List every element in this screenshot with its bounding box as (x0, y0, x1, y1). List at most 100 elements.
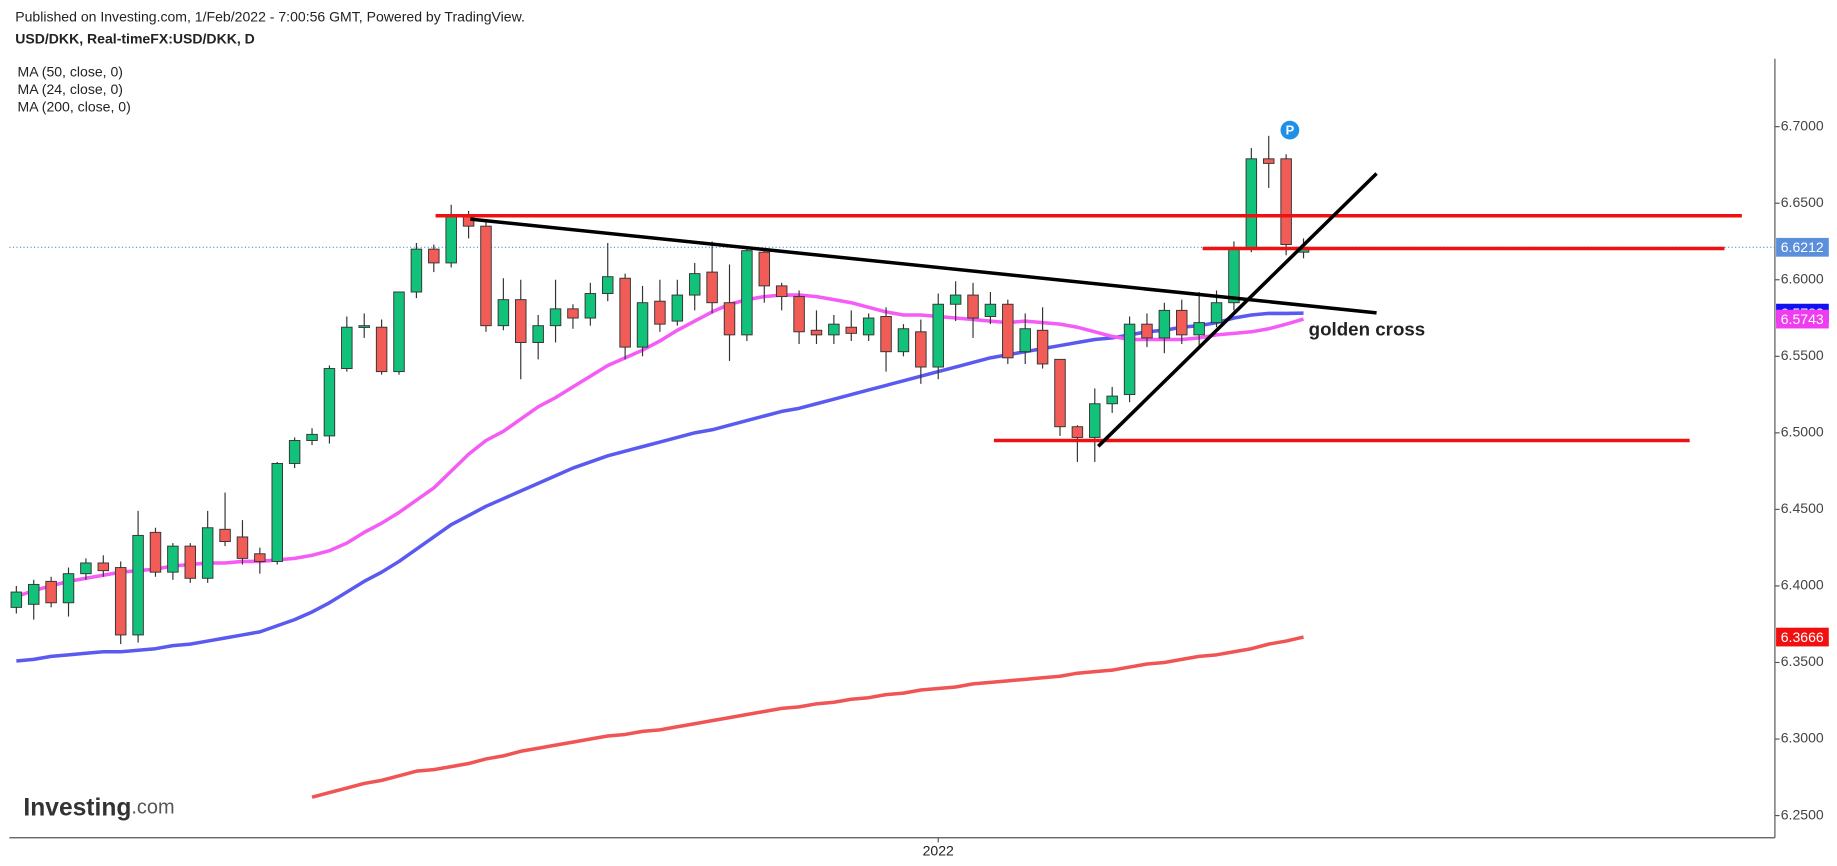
candle-body (828, 323, 840, 336)
candle-body (1245, 158, 1258, 250)
candle-body (149, 531, 162, 573)
candle (480, 220, 492, 332)
candle-body (1280, 158, 1292, 246)
candle-body (1210, 302, 1223, 324)
candle (567, 304, 579, 329)
price-label-bg (1776, 627, 1829, 647)
badge-circle (1280, 120, 1300, 140)
candle (688, 262, 701, 311)
candle (288, 437, 301, 469)
candle (741, 246, 753, 341)
candle-body (1019, 328, 1031, 353)
candle (967, 282, 979, 338)
candle (828, 314, 840, 345)
candle (341, 316, 353, 372)
candle-body (271, 462, 283, 562)
candle (949, 281, 962, 322)
candle-body (219, 528, 231, 543)
candle (880, 307, 892, 372)
x-tick-label: 2022 (923, 843, 954, 859)
ma-line (311, 635, 1304, 799)
candle (114, 561, 127, 645)
candle-body (949, 294, 962, 305)
candle-body (428, 248, 440, 264)
candle-body (184, 545, 197, 579)
candle (323, 365, 336, 444)
candle (897, 324, 910, 357)
candle-body (375, 326, 388, 373)
candle (1019, 313, 1031, 364)
candle-body (97, 562, 110, 572)
candle-body (410, 248, 423, 293)
candle-body (810, 329, 823, 336)
candle-body (984, 303, 997, 317)
candle (1002, 299, 1014, 364)
candle (1141, 313, 1153, 348)
y-tick-label: 6.3500 (1781, 653, 1824, 669)
candle (636, 285, 649, 357)
candle (1280, 154, 1292, 256)
candle (654, 279, 666, 332)
published-note: Published on Investing.com, 1/Feb/2022 -… (15, 8, 525, 24)
candle-body (201, 527, 214, 579)
candle (1089, 388, 1101, 462)
trend-line (1097, 172, 1378, 448)
candle-body (323, 368, 336, 437)
candle-body (1262, 158, 1275, 164)
candle (1158, 302, 1171, 354)
candle-body (1089, 403, 1101, 438)
trend-line (470, 217, 1377, 315)
logo: Investing.com (23, 794, 174, 821)
candle (10, 585, 23, 614)
candle (132, 510, 144, 643)
candle (1036, 307, 1049, 369)
candle (1245, 148, 1258, 253)
candle (706, 241, 718, 314)
candle-body (80, 562, 92, 575)
candle (1193, 291, 1205, 348)
candle (619, 273, 631, 360)
candle (393, 291, 405, 375)
candle-body (1141, 323, 1153, 339)
candle-body (341, 326, 353, 370)
candle (1106, 386, 1118, 413)
candle-body (515, 299, 527, 343)
y-tick-label: 6.6500 (1781, 194, 1824, 210)
candle (375, 319, 388, 375)
candle-body (584, 293, 597, 319)
candle-body (845, 326, 858, 334)
candle (1071, 425, 1084, 462)
candle (236, 520, 249, 565)
candle (271, 461, 283, 565)
candle-body (793, 296, 805, 333)
candle-body (62, 573, 75, 604)
candle-body (880, 316, 892, 353)
logo-brand: Investing.com (23, 794, 174, 821)
candle-body (10, 591, 23, 608)
price-label: 6.5743 (1781, 311, 1824, 327)
candle (584, 282, 597, 326)
candle-body (741, 250, 753, 336)
candle-body (480, 225, 492, 327)
candle (428, 244, 440, 273)
candle-body (1193, 322, 1205, 336)
candle-body (288, 440, 301, 464)
candle-body (862, 317, 875, 336)
candle-body (445, 216, 457, 264)
candle (758, 249, 771, 303)
candle-body (723, 302, 736, 336)
annotation: golden cross (1309, 318, 1426, 339)
candle (45, 576, 57, 608)
candle-body (532, 325, 544, 343)
candle-body (497, 299, 510, 327)
candle (497, 278, 510, 331)
candle-body (1123, 323, 1136, 396)
candle-body (132, 534, 144, 636)
candle-body (167, 545, 179, 573)
candle (862, 313, 875, 341)
price-label: 6.6212 (1781, 239, 1824, 255)
price-label-bg (1776, 309, 1829, 329)
candle (549, 279, 562, 343)
